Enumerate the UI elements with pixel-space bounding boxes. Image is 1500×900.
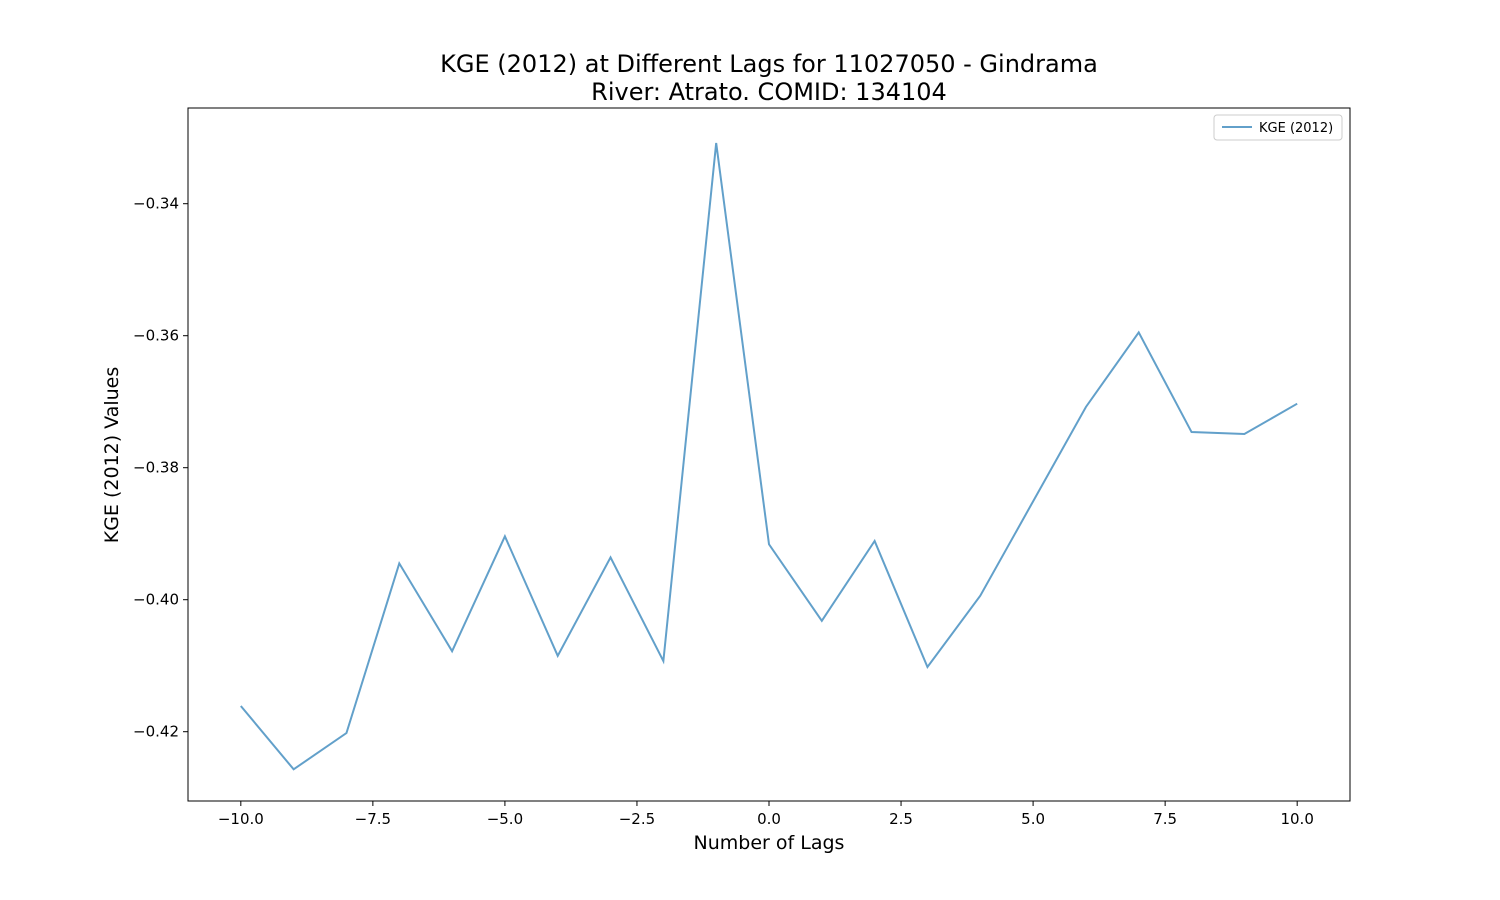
x-axis: −10.0 −7.5 −5.0 −2.5 0.0 2.5 5.0 7.5 10.0 [218, 801, 1314, 828]
x-tick-label: 0.0 [757, 810, 781, 828]
legend: KGE (2012) [1213, 114, 1343, 141]
legend-box [1213, 114, 1343, 141]
series-layer [240, 142, 1298, 771]
x-tick-label: 5.0 [1021, 810, 1045, 828]
y-tick-label: −0.36 [133, 327, 179, 345]
legend-label: KGE (2012) [1259, 121, 1333, 136]
x-axis-label: Number of Lags [694, 832, 845, 854]
chart-title-line-1: KGE (2012) at Different Lags for 1102705… [440, 50, 1098, 78]
x-tick-label: 10.0 [1280, 810, 1313, 828]
y-tick-label: −0.42 [133, 723, 179, 741]
x-tick-label: −5.0 [487, 810, 523, 828]
y-tick-label: −0.34 [133, 195, 179, 213]
x-tick-label: −7.5 [355, 810, 391, 828]
chart-title-line-2: River: Atrato. COMID: 134104 [591, 78, 947, 106]
y-tick-label: −0.38 [133, 459, 179, 477]
series-line-kge-2012 [240, 142, 1298, 771]
x-tick-label: −2.5 [619, 810, 655, 828]
x-tick-label: 7.5 [1153, 810, 1177, 828]
y-axis: −0.34 −0.36 −0.38 −0.40 −0.42 [133, 195, 188, 741]
y-tick-label: −0.40 [133, 591, 179, 609]
y-axis-label: KGE (2012) Values [101, 367, 123, 544]
x-tick-label: −10.0 [218, 810, 264, 828]
plot-frame [187, 107, 1351, 802]
x-tick-label: 2.5 [889, 810, 913, 828]
